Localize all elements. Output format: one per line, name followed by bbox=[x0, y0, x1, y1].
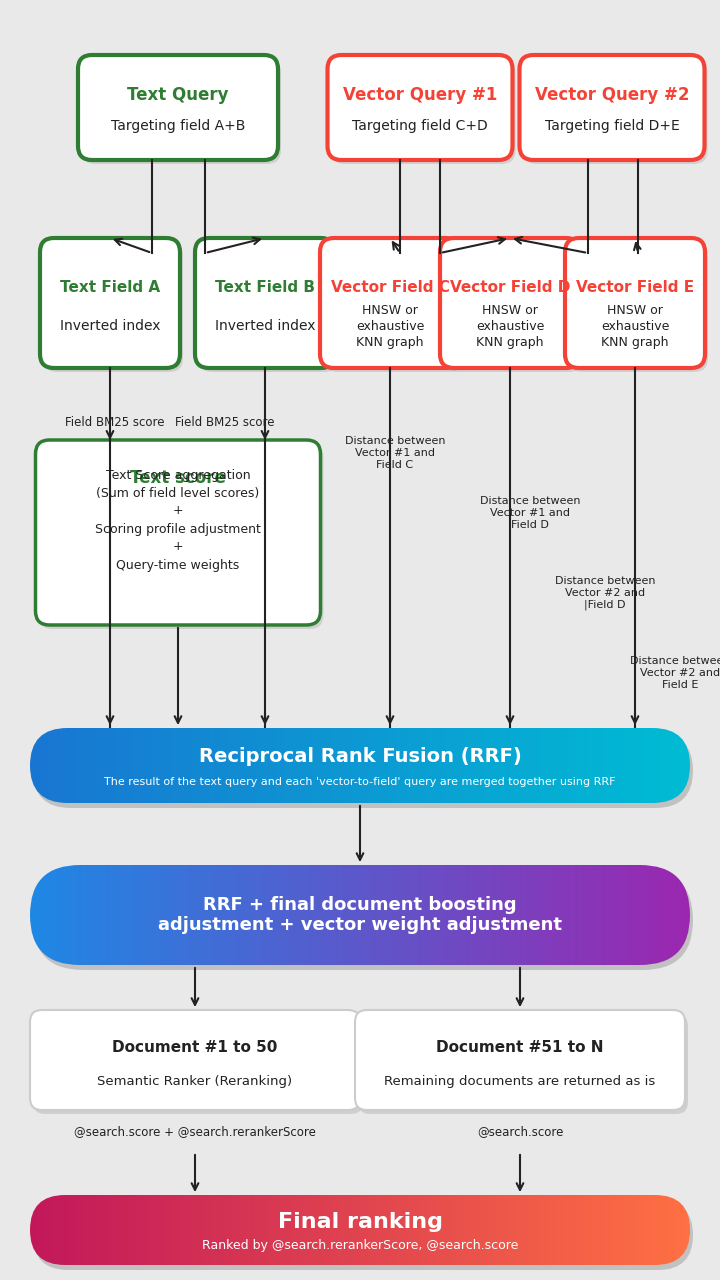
FancyBboxPatch shape bbox=[520, 55, 704, 160]
Text: Ranked by @search.rerankerScore, @search.score: Ranked by @search.rerankerScore, @search… bbox=[202, 1239, 518, 1252]
Text: Semantic Ranker (Reranking): Semantic Ranker (Reranking) bbox=[97, 1075, 292, 1088]
Text: Text Field B: Text Field B bbox=[215, 280, 315, 294]
Text: @search.score + @search.rerankerScore: @search.score + @search.rerankerScore bbox=[74, 1125, 316, 1138]
Text: Remaining documents are returned as is: Remaining documents are returned as is bbox=[384, 1075, 656, 1088]
FancyBboxPatch shape bbox=[35, 440, 320, 625]
Text: Text Field A: Text Field A bbox=[60, 280, 160, 294]
Text: Reciprocal Rank Fusion (RRF): Reciprocal Rank Fusion (RRF) bbox=[199, 748, 521, 765]
Text: The result of the text query and each 'vector-to-field' query are merged togethe: The result of the text query and each 'v… bbox=[104, 777, 616, 787]
FancyBboxPatch shape bbox=[568, 242, 708, 372]
FancyBboxPatch shape bbox=[38, 444, 323, 628]
Text: HNSW or
exhaustive
KNN graph: HNSW or exhaustive KNN graph bbox=[476, 303, 544, 349]
FancyBboxPatch shape bbox=[358, 1014, 688, 1114]
Text: Vector Field D: Vector Field D bbox=[450, 280, 570, 294]
FancyBboxPatch shape bbox=[443, 242, 583, 372]
FancyBboxPatch shape bbox=[330, 59, 516, 164]
Text: @search.score: @search.score bbox=[477, 1125, 563, 1138]
Text: Vector Query #1: Vector Query #1 bbox=[343, 86, 498, 104]
FancyBboxPatch shape bbox=[195, 238, 335, 369]
FancyBboxPatch shape bbox=[323, 242, 463, 372]
Text: Document #51 to N: Document #51 to N bbox=[436, 1041, 604, 1056]
FancyBboxPatch shape bbox=[81, 59, 281, 164]
Text: HNSW or
exhaustive
KNN graph: HNSW or exhaustive KNN graph bbox=[356, 303, 424, 349]
FancyBboxPatch shape bbox=[43, 242, 183, 372]
FancyBboxPatch shape bbox=[78, 55, 278, 160]
Text: Distance between
Vector #2 and
Field E: Distance between Vector #2 and Field E bbox=[630, 657, 720, 690]
Text: Inverted index: Inverted index bbox=[60, 320, 161, 333]
FancyBboxPatch shape bbox=[33, 870, 693, 970]
FancyBboxPatch shape bbox=[565, 238, 705, 369]
FancyBboxPatch shape bbox=[440, 238, 580, 369]
FancyBboxPatch shape bbox=[328, 55, 513, 160]
Text: HNSW or
exhaustive
KNN graph: HNSW or exhaustive KNN graph bbox=[600, 303, 669, 349]
Text: Vector Field E: Vector Field E bbox=[576, 280, 694, 294]
Text: Field BM25 score: Field BM25 score bbox=[65, 416, 164, 430]
Text: Document #1 to 50: Document #1 to 50 bbox=[112, 1041, 278, 1056]
FancyBboxPatch shape bbox=[33, 1014, 363, 1114]
Text: Field BM25 score: Field BM25 score bbox=[175, 416, 274, 430]
Text: Targeting field A+B: Targeting field A+B bbox=[111, 119, 246, 133]
Text: Distance between
Vector #2 and
|Field D: Distance between Vector #2 and |Field D bbox=[554, 576, 655, 609]
Text: Vector Query #2: Vector Query #2 bbox=[535, 86, 689, 104]
Text: Inverted index: Inverted index bbox=[215, 320, 315, 333]
Text: Vector Field C: Vector Field C bbox=[330, 280, 449, 294]
Text: Text Query: Text Query bbox=[127, 86, 229, 104]
FancyBboxPatch shape bbox=[355, 1010, 685, 1110]
FancyBboxPatch shape bbox=[198, 242, 338, 372]
Text: Final ranking: Final ranking bbox=[277, 1212, 443, 1231]
FancyBboxPatch shape bbox=[33, 1201, 693, 1270]
Text: Targeting field D+E: Targeting field D+E bbox=[544, 119, 680, 133]
FancyBboxPatch shape bbox=[40, 238, 180, 369]
Text: Targeting field C+D: Targeting field C+D bbox=[352, 119, 488, 133]
FancyBboxPatch shape bbox=[523, 59, 708, 164]
FancyBboxPatch shape bbox=[33, 733, 693, 808]
Text: Text Score aggregation
(Sum of field level scores)
+
Scoring profile adjustment
: Text Score aggregation (Sum of field lev… bbox=[95, 468, 261, 571]
Text: Distance between
Vector #1 and
Field C: Distance between Vector #1 and Field C bbox=[345, 436, 445, 470]
Text: RRF + final document boosting
adjustment + vector weight adjustment: RRF + final document boosting adjustment… bbox=[158, 896, 562, 934]
FancyBboxPatch shape bbox=[30, 1010, 360, 1110]
FancyBboxPatch shape bbox=[320, 238, 460, 369]
Text: Text score: Text score bbox=[130, 468, 226, 486]
Text: Distance between
Vector #1 and
Field D: Distance between Vector #1 and Field D bbox=[480, 497, 580, 530]
